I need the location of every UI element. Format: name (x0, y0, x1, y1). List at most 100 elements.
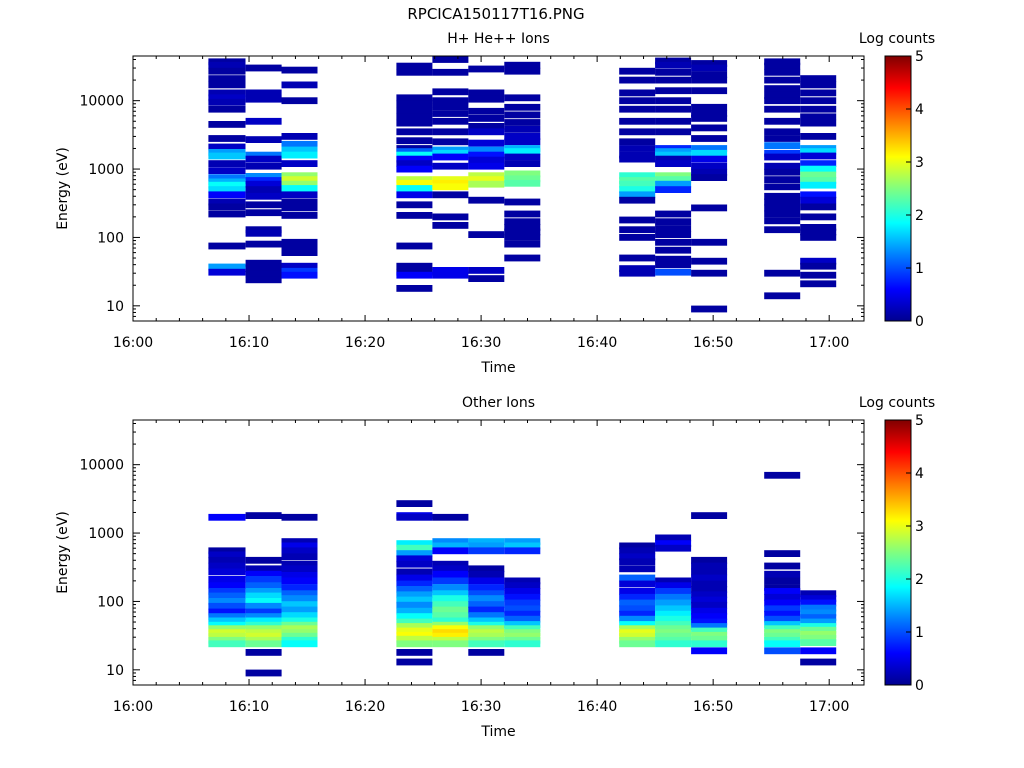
heatmap-cell (468, 65, 505, 73)
x-tick-label: 16:20 (345, 699, 385, 715)
heatmap-cell (432, 513, 469, 521)
heatmap-cell (245, 556, 282, 564)
heatmap-cell (245, 259, 282, 267)
heatmap-cell (396, 285, 433, 292)
heatmap-cell (208, 186, 246, 193)
x-tick-label: 16:00 (113, 699, 153, 715)
heatmap-cell (396, 623, 433, 630)
heatmap-cell (468, 267, 505, 274)
heatmap-cell (245, 162, 282, 170)
heatmap-cell (655, 238, 692, 246)
heatmap-cell (764, 128, 801, 136)
heatmap-cell (764, 105, 801, 113)
heatmap-cell (245, 565, 282, 573)
x-tick-label: 16:10 (229, 699, 269, 715)
heatmap-cell (619, 105, 656, 113)
heatmap-cell (208, 592, 246, 600)
heatmap-cell (619, 580, 656, 588)
heatmap-cell (619, 254, 656, 262)
heatmap-cell (468, 172, 505, 180)
heatmap-cell (764, 605, 801, 613)
heatmap-cell (468, 601, 505, 608)
heatmap-cell (800, 257, 837, 265)
heatmap-cell (245, 613, 282, 620)
heatmap-cell (396, 68, 433, 76)
heatmap-cell (468, 151, 505, 159)
heatmap-cell (208, 617, 246, 625)
heatmap-cell (281, 262, 318, 270)
heatmap-cell (504, 542, 541, 550)
colorbar-tick-label: 4 (915, 102, 924, 118)
heatmap-cell (504, 636, 541, 644)
heatmap-cell (396, 185, 433, 192)
heatmap-cell (504, 582, 541, 590)
plot-frame (132, 419, 865, 686)
heatmap-cell (764, 217, 801, 225)
heatmap-cell (619, 138, 656, 146)
heatmap-cell (619, 234, 656, 241)
heatmap-cell (432, 128, 469, 136)
heatmap-cell (619, 67, 656, 75)
colorbar: 0 1 2 3 4 5 Log counts (859, 395, 935, 694)
heatmap-cell (619, 605, 656, 613)
heatmap-cell (281, 584, 318, 591)
heatmap-cell (764, 117, 801, 125)
heatmap-cell (281, 629, 318, 636)
heatmap-cell (655, 68, 692, 76)
heatmap-cell (208, 89, 246, 97)
heatmap-cell (619, 145, 656, 152)
heatmap-cell (800, 213, 837, 221)
x-tick-label: 16:50 (693, 699, 733, 715)
heatmap-cell (432, 617, 469, 625)
heatmap-cell (245, 265, 282, 272)
heatmap-cell (432, 542, 469, 550)
heatmap-cell (468, 156, 505, 164)
heatmap-cell (619, 542, 656, 550)
heatmap-cell (800, 181, 837, 189)
heatmap-cell (504, 625, 541, 633)
heatmap-cell (208, 263, 246, 271)
heatmap-cell (691, 174, 728, 181)
heatmap-cell (691, 162, 728, 170)
heatmap-cell (468, 123, 505, 130)
heatmap-cell (764, 76, 801, 84)
heatmap-cell (800, 271, 837, 279)
heatmap-cell (468, 128, 505, 136)
heatmap-cell (655, 155, 692, 163)
heatmap-cell (396, 165, 433, 173)
heatmap-cell (281, 176, 318, 183)
heatmap-cell (655, 97, 692, 105)
panel-title: Other Ions (462, 395, 535, 411)
heatmap-cell (281, 538, 318, 545)
heatmap-cell (619, 226, 656, 234)
heatmap-cell (396, 242, 433, 250)
heatmap-cell (619, 177, 656, 184)
heatmap-cell (245, 625, 282, 633)
heatmap-cell (245, 276, 282, 284)
y-tick-label: 10000 (79, 94, 124, 110)
heatmap-cell (281, 249, 318, 256)
heatmap-cell (800, 160, 837, 167)
heatmap-cell (655, 57, 692, 65)
heatmap-cell (764, 97, 801, 105)
x-tick-label: 16:50 (693, 335, 733, 351)
heatmap-cell (504, 593, 541, 601)
heatmap-cell (691, 238, 728, 246)
heatmap-cell (281, 617, 318, 625)
heatmap-cell (800, 224, 837, 231)
heatmap-cell (800, 595, 837, 602)
heatmap-cell (396, 555, 433, 563)
heatmap-cell (396, 591, 433, 599)
heatmap-cell (245, 173, 282, 180)
x-tick-label: 16:20 (345, 335, 385, 351)
heatmap-cell (245, 649, 282, 656)
heatmap-cell (468, 115, 505, 122)
heatmap-cell (764, 640, 801, 648)
heatmap-cell (432, 590, 469, 598)
heatmap-cell (468, 107, 505, 115)
heatmap-cell (245, 209, 282, 217)
heatmap-cell (208, 602, 246, 610)
heatmap-cell (281, 640, 318, 648)
heatmap-cell (468, 547, 505, 555)
heatmap-cell (281, 547, 318, 555)
